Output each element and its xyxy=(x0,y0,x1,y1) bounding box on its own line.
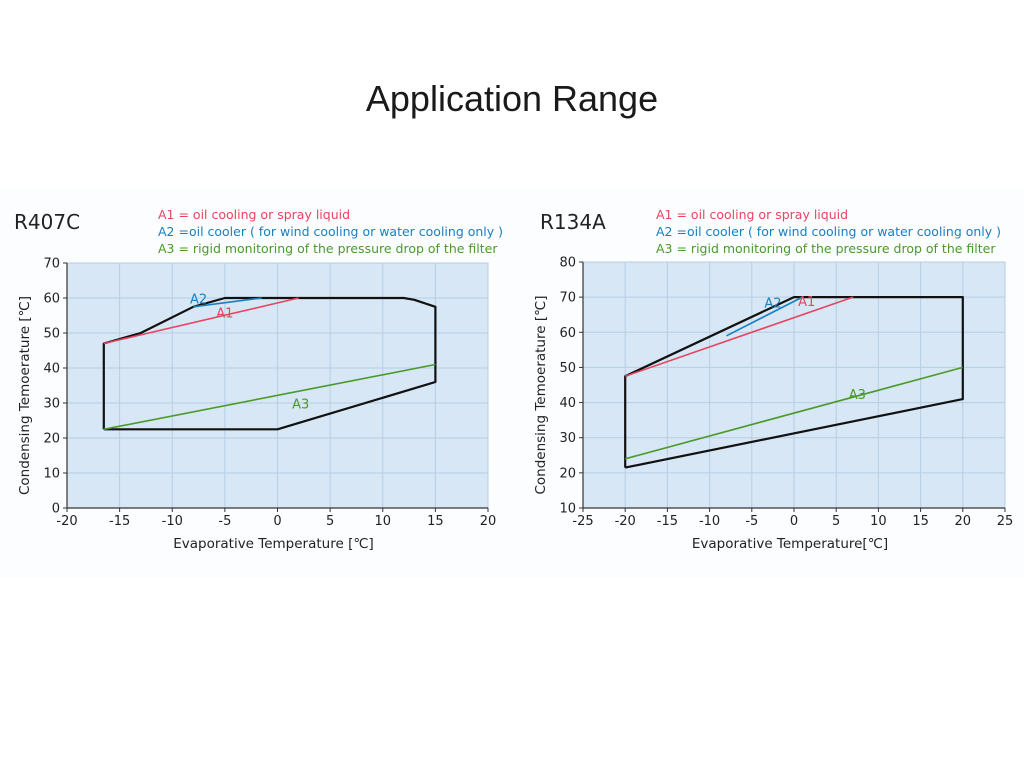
y-tick-label: 70 xyxy=(43,257,60,272)
series-line-a3 xyxy=(103,363,436,431)
series-annotation: A3 xyxy=(292,397,309,412)
legend-entry: A3 = rigid monitoring of the pressure dr… xyxy=(656,241,996,256)
y-tick-label: 0 xyxy=(52,502,60,517)
y-tick-label: 20 xyxy=(43,432,60,447)
page-title: Application Range xyxy=(365,78,659,119)
legend-entry: A3 = rigid monitoring of the pressure dr… xyxy=(158,241,498,256)
x-tick-label: -15 xyxy=(657,514,678,529)
x-tick-label: 20 xyxy=(955,514,972,529)
x-tick-label: 25 xyxy=(997,514,1014,529)
x-tick-label: -5 xyxy=(218,514,231,529)
x-tick-label: -25 xyxy=(572,514,593,529)
y-tick-label: 80 xyxy=(559,256,576,271)
x-tick-label: 0 xyxy=(273,514,281,529)
series-line-a3 xyxy=(624,366,964,460)
series-annotation: A1 xyxy=(798,295,815,310)
chart-title: R407C xyxy=(14,210,80,234)
y-tick-label: 60 xyxy=(559,326,576,341)
y-tick-label: 40 xyxy=(43,362,60,377)
series-line-a1 xyxy=(624,296,854,377)
y-tick-label: 50 xyxy=(43,327,60,342)
legend-entry: A1 = oil cooling or spray liquid xyxy=(656,207,848,222)
x-axis-label: Evaporative Temperature [℃] xyxy=(173,536,374,552)
series-annotation: A2 xyxy=(190,292,207,307)
chart-1: R407C A1 = oil cooling or spray liquid A2 … xyxy=(14,207,503,552)
series-annotation: A1 xyxy=(216,306,233,321)
charts-svg: R407C A1 = oil cooling or spray liquid A2 … xyxy=(14,207,1013,552)
y-tick-label: 10 xyxy=(43,467,60,482)
x-tick-label: 0 xyxy=(790,514,798,529)
legend-entry: A1 = oil cooling or spray liquid xyxy=(158,207,350,222)
envelope-line xyxy=(102,296,437,431)
series-line-a2 xyxy=(193,297,262,308)
x-tick-label: -20 xyxy=(615,514,636,529)
chart-panel: R407C A1 = oil cooling or spray liquid A2 … xyxy=(0,188,1024,578)
x-axis-label: Evaporative Temperature[℃] xyxy=(692,536,888,552)
x-tick-label: -10 xyxy=(699,514,720,529)
y-tick-label: 30 xyxy=(43,397,60,412)
y-tick-label: 40 xyxy=(559,396,576,411)
legend-entry: A2 =oil cooler ( for wind cooling or wat… xyxy=(656,224,1001,239)
series-line-a1 xyxy=(103,297,299,345)
series-line-a2 xyxy=(726,296,803,337)
x-tick-label: 5 xyxy=(832,514,840,529)
x-tick-label: -15 xyxy=(109,514,130,529)
y-tick-label: 20 xyxy=(559,466,576,481)
y-axis-label: Condensing Temoerature [℃] xyxy=(533,295,549,494)
x-tick-label: 10 xyxy=(870,514,887,529)
x-tick-label: -20 xyxy=(56,514,77,529)
x-tick-label: -10 xyxy=(162,514,183,529)
x-tick-label: 20 xyxy=(480,514,497,529)
y-tick-label: 70 xyxy=(559,291,576,306)
envelope-line xyxy=(624,295,964,469)
y-axis-label: Condensing Temoerature [℃] xyxy=(17,296,33,495)
x-tick-label: 15 xyxy=(427,514,444,529)
y-tick-label: 50 xyxy=(559,361,576,376)
chart-title: R134A xyxy=(540,210,606,234)
legend-entry: A2 =oil cooler ( for wind cooling or wat… xyxy=(158,224,503,239)
x-tick-label: 15 xyxy=(912,514,929,529)
x-tick-label: 5 xyxy=(326,514,334,529)
x-tick-label: -5 xyxy=(745,514,758,529)
y-tick-label: 30 xyxy=(559,431,576,446)
y-tick-label: 10 xyxy=(559,502,576,517)
y-tick-label: 60 xyxy=(43,292,60,307)
x-tick-label: 10 xyxy=(374,514,391,529)
chart-2: R134A A1 = oil cooling or spray liquid A2 … xyxy=(533,207,1013,552)
series-annotation: A2 xyxy=(764,297,781,312)
series-annotation: A3 xyxy=(849,388,866,403)
